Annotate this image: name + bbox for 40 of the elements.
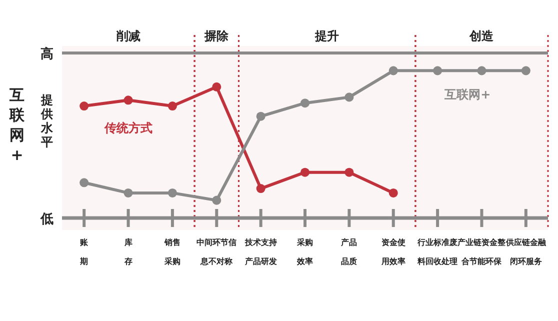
band-label: 摒除	[204, 29, 230, 43]
category-label: 产业链资金整合节能环保	[458, 238, 506, 266]
point	[521, 66, 530, 76]
point	[256, 112, 266, 121]
category-label: 产品品质	[341, 238, 358, 266]
point	[168, 102, 177, 111]
series-label: 传统方式	[103, 121, 152, 136]
point	[124, 188, 133, 198]
point	[388, 66, 398, 76]
category-label: 行业标准废料回收处理	[418, 238, 458, 266]
y-axis-title: 提供水平	[40, 93, 54, 149]
category-label: 库存	[124, 238, 132, 266]
point	[124, 96, 133, 105]
text: 互联网+	[8, 86, 26, 164]
point	[212, 82, 222, 92]
category-label: 账期	[80, 238, 88, 266]
point	[477, 66, 486, 76]
category-label: 供应链金融闭环服务	[506, 238, 546, 266]
category-label: 资金使用效率	[381, 238, 406, 266]
point	[256, 184, 266, 194]
point	[300, 168, 310, 177]
category-label: 采购效率	[297, 238, 313, 266]
text: 高	[40, 46, 54, 62]
point	[80, 102, 89, 111]
band-label: 削减	[115, 29, 140, 43]
point	[80, 178, 89, 188]
category-label: 销售采购	[164, 238, 180, 266]
point	[344, 168, 354, 177]
series-label: 互联网+	[444, 88, 491, 102]
point	[212, 196, 222, 205]
point	[300, 98, 310, 108]
band-label: 提升	[314, 29, 340, 43]
point	[433, 66, 442, 76]
text: 低	[40, 212, 54, 227]
band-label: 创造	[468, 29, 495, 43]
point	[388, 188, 398, 198]
point	[168, 188, 177, 198]
category-label: 技术支持产品研发	[244, 238, 277, 266]
category-label: 中间环节信息不对称	[196, 238, 237, 266]
point	[344, 92, 354, 102]
